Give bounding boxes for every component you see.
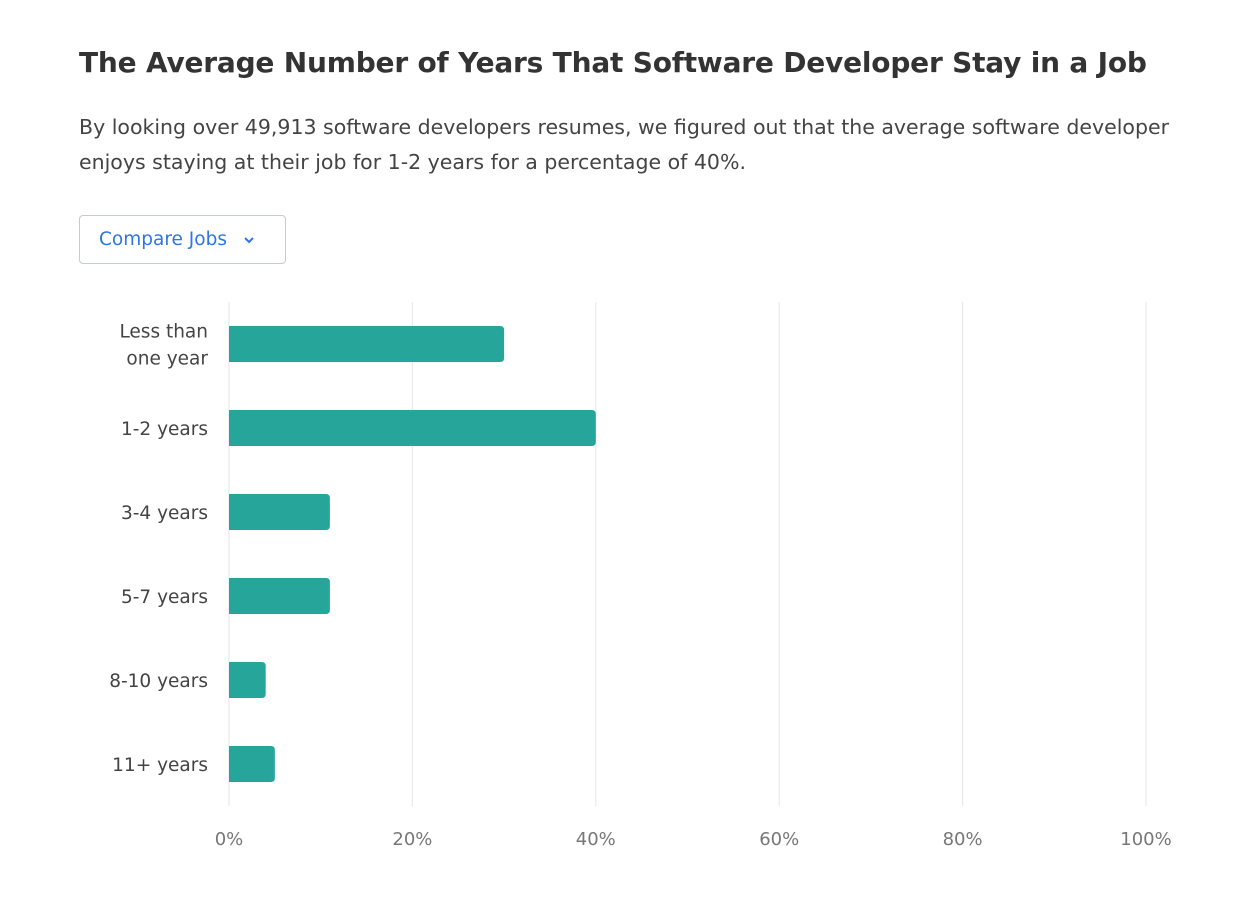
x-tick-label: 60% (759, 829, 799, 850)
compare-jobs-label: Compare Jobs (99, 229, 227, 250)
x-tick-label: 100% (1120, 829, 1171, 850)
page-title: The Average Number of Years That Softwar… (79, 46, 1147, 79)
y-category-label: 1-2 years (121, 419, 208, 440)
x-tick-label: 20% (392, 829, 432, 850)
x-tick-label: 0% (215, 829, 244, 850)
chevron-down-icon (244, 236, 254, 243)
x-tick-label: 80% (943, 829, 983, 850)
bar (229, 494, 330, 530)
y-category-label: 5-7 years (121, 587, 208, 608)
bar (229, 662, 266, 698)
description: By looking over 49,913 software develope… (79, 115, 1170, 174)
y-category-label: Less than (119, 322, 208, 343)
y-category-label: 8-10 years (109, 671, 208, 692)
x-tick-label: 40% (576, 829, 616, 850)
y-category-label: one year (126, 349, 208, 370)
y-category-label: 11+ years (112, 755, 208, 776)
bar (229, 746, 275, 782)
bar (229, 410, 596, 446)
bar (229, 326, 505, 362)
compare-jobs-button[interactable]: Compare Jobs (79, 215, 286, 264)
y-category-label: 3-4 years (121, 503, 208, 524)
bar (229, 578, 330, 614)
